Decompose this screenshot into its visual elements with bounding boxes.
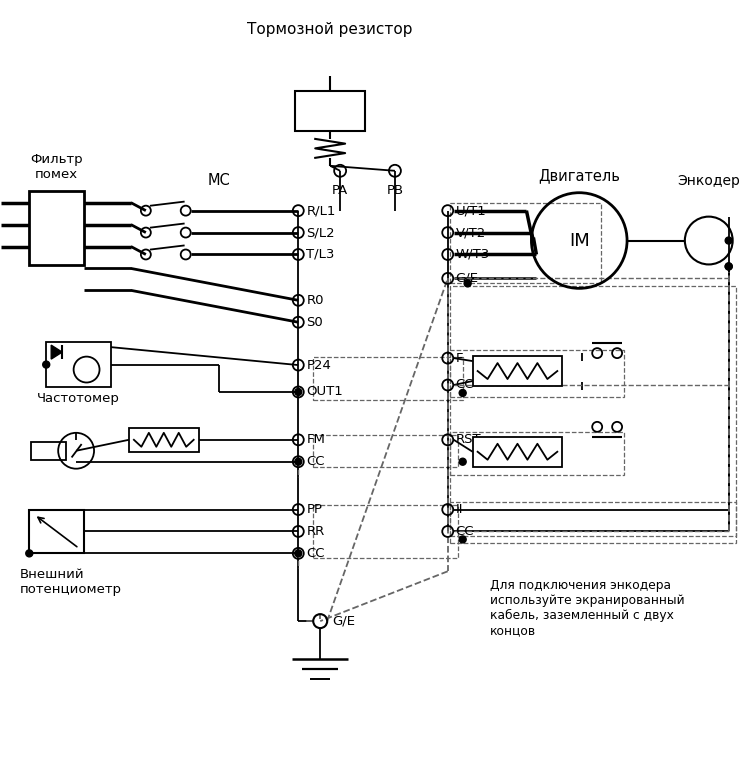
Circle shape bbox=[295, 389, 302, 396]
Text: Для подключения энкодера
используйте экранированный
кабель, заземленный с двух
к: Для подключения энкодера используйте экр… bbox=[490, 579, 684, 637]
Text: T/L3: T/L3 bbox=[306, 248, 335, 261]
Circle shape bbox=[43, 361, 50, 368]
Text: RR: RR bbox=[306, 525, 324, 538]
Text: PA: PA bbox=[332, 184, 348, 197]
Text: $R_y$: $R_y$ bbox=[79, 361, 95, 378]
Bar bbox=[29, 509, 84, 554]
Bar bbox=[450, 286, 736, 536]
Circle shape bbox=[26, 550, 33, 557]
Circle shape bbox=[464, 280, 471, 287]
Circle shape bbox=[459, 458, 466, 465]
Bar bbox=[450, 203, 601, 283]
Text: G/E: G/E bbox=[456, 272, 478, 285]
Bar bbox=[450, 350, 624, 397]
Text: G/E: G/E bbox=[332, 614, 355, 627]
Text: P24: P24 bbox=[306, 359, 331, 372]
Text: S/L2: S/L2 bbox=[306, 226, 335, 239]
Text: S0: S0 bbox=[306, 316, 323, 329]
Circle shape bbox=[725, 237, 732, 244]
Bar bbox=[313, 357, 463, 400]
Text: Энкодер: Энкодер bbox=[677, 174, 740, 187]
Text: R0: R0 bbox=[306, 294, 324, 306]
Bar bbox=[313, 435, 457, 467]
Text: U/T1: U/T1 bbox=[456, 204, 487, 217]
Bar bbox=[32, 442, 66, 460]
Text: Тормозной резистор: Тормозной резистор bbox=[247, 22, 413, 37]
Bar bbox=[450, 432, 624, 475]
Text: PB: PB bbox=[386, 184, 403, 197]
Bar bbox=[295, 91, 365, 131]
Text: IM: IM bbox=[569, 231, 590, 250]
Text: Внешний
потенциометр: Внешний потенциометр bbox=[20, 568, 122, 596]
Circle shape bbox=[459, 536, 466, 543]
Circle shape bbox=[459, 389, 466, 396]
Text: W/T3: W/T3 bbox=[456, 248, 490, 261]
Text: II: II bbox=[456, 503, 463, 516]
Text: RST: RST bbox=[456, 433, 481, 446]
Text: OUT1: OUT1 bbox=[306, 386, 343, 399]
Bar bbox=[472, 356, 562, 386]
Text: V/T2: V/T2 bbox=[456, 226, 486, 239]
Bar bbox=[450, 502, 736, 544]
Circle shape bbox=[295, 550, 302, 557]
Circle shape bbox=[725, 263, 732, 270]
Text: Фильтр
помех: Фильтр помех bbox=[30, 153, 83, 180]
Bar bbox=[313, 505, 457, 558]
Text: MC: MC bbox=[207, 174, 230, 188]
Bar bbox=[129, 428, 199, 452]
Text: F: F bbox=[456, 352, 463, 365]
Bar bbox=[472, 437, 562, 467]
Text: FM: FM bbox=[306, 433, 325, 446]
Bar bbox=[29, 190, 84, 266]
Text: Частотомер: Частотомер bbox=[37, 392, 120, 406]
Circle shape bbox=[295, 458, 302, 465]
Text: PP: PP bbox=[306, 503, 322, 516]
Text: CC: CC bbox=[306, 455, 324, 468]
Bar bbox=[47, 343, 111, 387]
Polygon shape bbox=[51, 345, 62, 359]
Text: CC: CC bbox=[456, 525, 474, 538]
Text: Двигатель: Двигатель bbox=[538, 168, 620, 184]
Text: R/L1: R/L1 bbox=[306, 204, 336, 217]
Text: CC: CC bbox=[306, 547, 324, 560]
Circle shape bbox=[725, 263, 732, 270]
Text: CC: CC bbox=[456, 379, 474, 392]
